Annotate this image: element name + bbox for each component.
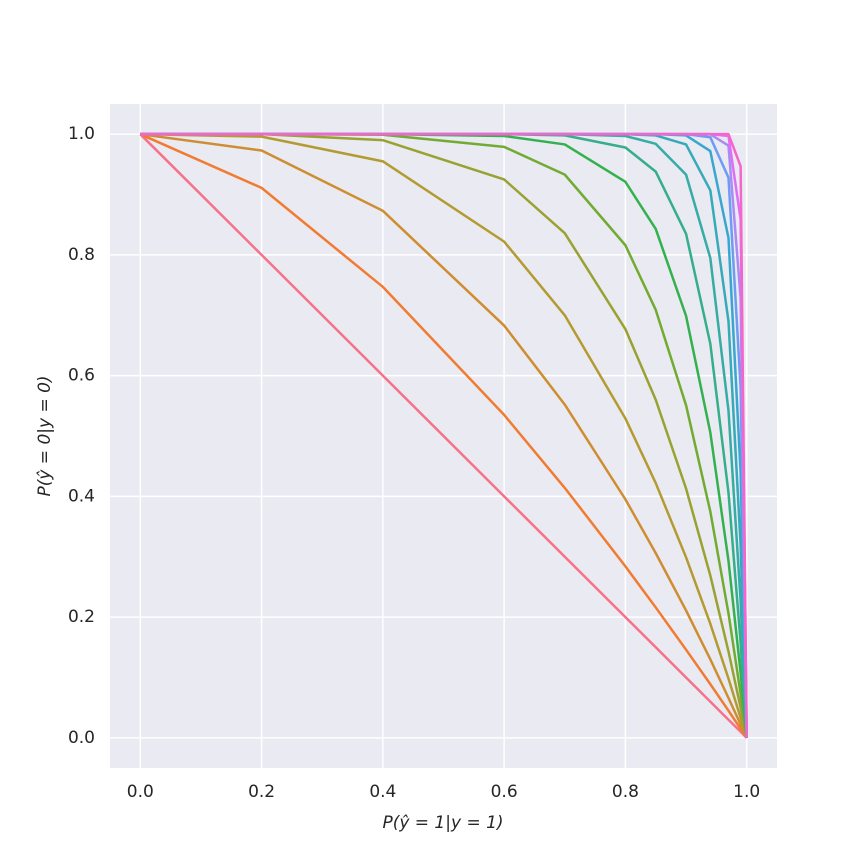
y-tick-label: 0.0 (68, 728, 95, 748)
series-line (140, 132, 748, 739)
y-axis-label: P(ŷ = 0|y = 0) (35, 375, 55, 496)
x-tick-label: 0.8 (612, 782, 639, 802)
x-tick-label: 0.6 (491, 782, 518, 802)
x-tick-label: 0.4 (369, 782, 396, 802)
y-tick-label: 0.6 (68, 366, 95, 386)
series-line (140, 132, 748, 738)
y-tick-label: 0.4 (68, 486, 95, 506)
x-tick-label: 1.0 (733, 782, 760, 802)
y-tick-label: 1.0 (68, 124, 95, 144)
x-axis-label: P(ŷ = 1|y = 1) (382, 813, 503, 833)
y-tick-label: 0.8 (68, 245, 95, 265)
series-line (139, 133, 748, 739)
x-tick-label: 0.0 (127, 782, 154, 802)
y-tick-label: 0.2 (68, 607, 95, 627)
series-line (140, 132, 748, 739)
series-line (139, 133, 748, 739)
x-tick-label: 0.2 (248, 782, 275, 802)
series-line (140, 132, 748, 739)
